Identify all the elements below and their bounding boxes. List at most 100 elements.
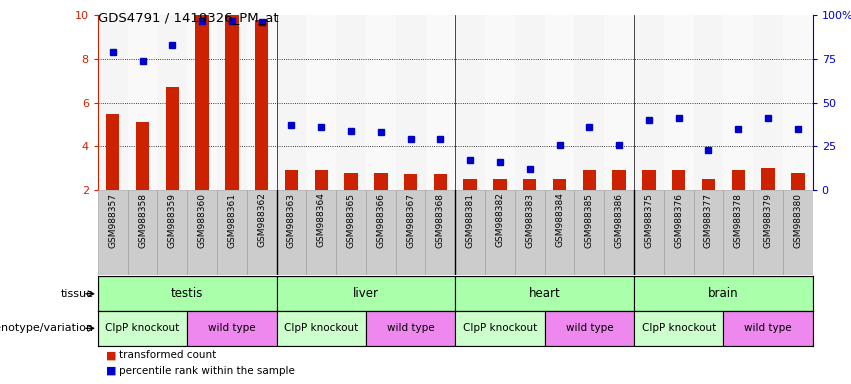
Text: GSM988386: GSM988386 xyxy=(614,193,624,248)
Bar xyxy=(604,15,634,190)
Bar xyxy=(574,190,604,275)
Text: GDS4791 / 1419326_PM_at: GDS4791 / 1419326_PM_at xyxy=(98,12,278,25)
Bar xyxy=(277,190,306,275)
Bar xyxy=(255,20,268,190)
Bar xyxy=(336,15,366,190)
Bar xyxy=(196,15,208,190)
Text: tissue: tissue xyxy=(60,289,94,299)
Bar xyxy=(723,15,753,190)
Bar xyxy=(157,190,187,275)
Bar xyxy=(485,190,515,275)
Bar xyxy=(306,15,336,190)
Bar xyxy=(664,190,694,275)
Text: ■: ■ xyxy=(106,350,117,360)
Bar xyxy=(643,170,655,190)
Bar xyxy=(336,190,366,275)
Bar xyxy=(455,15,485,190)
Text: GSM988363: GSM988363 xyxy=(287,193,296,248)
Bar xyxy=(732,170,745,190)
Text: GSM988362: GSM988362 xyxy=(257,193,266,248)
Bar xyxy=(277,311,366,346)
Bar xyxy=(306,190,336,275)
Bar xyxy=(277,15,306,190)
Text: wild type: wild type xyxy=(566,323,613,333)
Bar xyxy=(315,170,328,190)
Bar xyxy=(426,15,455,190)
Text: ■: ■ xyxy=(106,366,117,376)
Text: genotype/variation: genotype/variation xyxy=(0,323,94,333)
Bar xyxy=(455,276,634,311)
Bar xyxy=(485,15,515,190)
Bar xyxy=(187,311,277,346)
Text: GSM988366: GSM988366 xyxy=(376,193,386,248)
Bar xyxy=(664,15,694,190)
Text: percentile rank within the sample: percentile rank within the sample xyxy=(119,366,295,376)
Bar xyxy=(285,170,298,190)
Bar xyxy=(723,190,753,275)
Text: wild type: wild type xyxy=(387,323,434,333)
Bar xyxy=(694,15,723,190)
Bar xyxy=(187,15,217,190)
Text: GSM988385: GSM988385 xyxy=(585,193,594,248)
Text: GSM988368: GSM988368 xyxy=(436,193,445,248)
Bar xyxy=(277,276,455,311)
Bar xyxy=(106,114,119,190)
Text: ClpP knockout: ClpP knockout xyxy=(106,323,180,333)
Text: GSM988381: GSM988381 xyxy=(465,193,475,248)
Bar xyxy=(791,173,804,190)
Bar xyxy=(634,190,664,275)
Bar xyxy=(753,190,783,275)
Text: GSM988380: GSM988380 xyxy=(793,193,802,248)
Text: ClpP knockout: ClpP knockout xyxy=(284,323,358,333)
Bar xyxy=(98,15,128,190)
Text: testis: testis xyxy=(171,287,203,300)
Bar xyxy=(217,190,247,275)
Text: GSM988360: GSM988360 xyxy=(197,193,207,248)
Bar xyxy=(672,170,685,190)
Bar xyxy=(455,190,485,275)
Text: GSM988361: GSM988361 xyxy=(227,193,237,248)
Bar xyxy=(694,190,723,275)
Bar xyxy=(613,170,625,190)
Bar xyxy=(345,173,357,190)
Bar xyxy=(166,88,179,190)
Bar xyxy=(634,311,723,346)
Bar xyxy=(634,15,664,190)
Bar xyxy=(494,179,506,190)
Bar xyxy=(374,173,387,190)
Bar xyxy=(366,190,396,275)
Bar xyxy=(783,15,813,190)
Bar xyxy=(574,15,604,190)
Text: GSM988379: GSM988379 xyxy=(763,193,773,248)
Text: transformed count: transformed count xyxy=(119,350,216,360)
Bar xyxy=(762,168,774,190)
Bar xyxy=(723,311,813,346)
Bar xyxy=(515,15,545,190)
Bar xyxy=(583,170,596,190)
Bar xyxy=(247,15,277,190)
Bar xyxy=(464,179,477,190)
Text: GSM988378: GSM988378 xyxy=(734,193,743,248)
Text: brain: brain xyxy=(708,287,739,300)
Text: GSM988382: GSM988382 xyxy=(495,193,505,248)
Text: heart: heart xyxy=(528,287,561,300)
Bar xyxy=(366,311,455,346)
Bar xyxy=(553,179,566,190)
Bar xyxy=(247,190,277,275)
Text: GSM988367: GSM988367 xyxy=(406,193,415,248)
Text: wild type: wild type xyxy=(208,323,255,333)
Bar xyxy=(217,15,247,190)
Bar xyxy=(98,190,128,275)
Bar xyxy=(128,190,157,275)
Text: GSM988383: GSM988383 xyxy=(525,193,534,248)
Bar xyxy=(702,179,715,190)
Bar xyxy=(128,15,157,190)
Text: ClpP knockout: ClpP knockout xyxy=(642,323,716,333)
Text: GSM988357: GSM988357 xyxy=(108,193,117,248)
Bar xyxy=(753,15,783,190)
Bar xyxy=(226,15,238,190)
Bar xyxy=(187,190,217,275)
Bar xyxy=(515,190,545,275)
Text: GSM988377: GSM988377 xyxy=(704,193,713,248)
Bar xyxy=(366,15,396,190)
